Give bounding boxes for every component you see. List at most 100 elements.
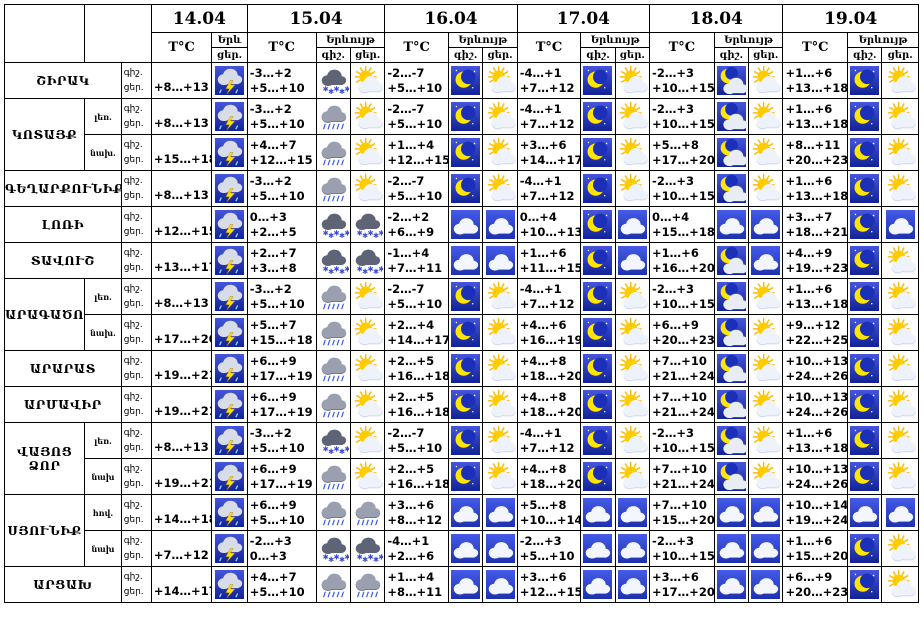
night-weather-icon [847, 170, 883, 207]
day-temp: +5…+10 [249, 440, 305, 455]
svg-text:✱: ✱ [373, 231, 379, 239]
day-temp: +13…+18 [785, 188, 848, 203]
night-weather-icon [713, 98, 750, 135]
svg-text:✱: ✱ [322, 228, 328, 237]
temp-range: +2…+7 +3…+8 [246, 242, 317, 279]
svg-text:✱: ✱ [333, 552, 339, 561]
day-weather-icon [748, 350, 784, 387]
day-temp: +24…+26 [785, 404, 848, 419]
day-temp: +18…+21 [785, 224, 848, 239]
day-weather-icon [748, 422, 784, 459]
night-temp: -2…+3 [652, 65, 694, 80]
temp-range: -2…+3 +10…+15 [649, 170, 715, 207]
night-temp: +5…+7 [249, 317, 297, 332]
night-weather-icon [580, 422, 616, 459]
day-temp: +12…+15 [150, 206, 213, 243]
night-weather-icon [847, 62, 883, 99]
temp-header: T°C [782, 32, 849, 63]
day-temp: +8…+12 [387, 512, 443, 527]
day-weather-icon [349, 422, 386, 459]
night-temp: -4…+1 [519, 173, 562, 188]
day-temp: +17…+20 [652, 584, 715, 599]
day-temp: +19…+21 [150, 350, 213, 387]
night-day-label: գիշ. ցեր. [120, 386, 152, 423]
day-weather-icon [748, 134, 784, 171]
day-weather-icon [881, 530, 919, 567]
weather-icon [211, 458, 248, 495]
weather-icon [211, 278, 248, 315]
night-temp: -4…+1 [519, 425, 562, 440]
night-temp: +1…+6 [785, 101, 833, 116]
day-weather-icon [614, 278, 651, 315]
day-temp: +5…+10 [387, 116, 443, 131]
day-weather-icon [482, 206, 518, 243]
temp-range: +6…+9 +17…+19 [246, 458, 317, 495]
night-header: գիշ. [315, 47, 351, 63]
temp-range: +2…+4 +14…+17 [384, 314, 449, 351]
day-weather-icon [349, 458, 386, 495]
table-header: 14.04 15.04 16.04 17.04 18.04 19.04 T°C Երև T°C Ե… [3, 4, 919, 63]
night-temp: 0…+4 [652, 209, 690, 224]
temp-range: +1…+6 +16…+20 [649, 242, 715, 279]
temp-range: +6…+9 +17…+19 [246, 350, 317, 387]
weather-header: Երև [211, 32, 248, 48]
night-temp: +10…+13 [785, 389, 848, 404]
temp-range: +6…+9 +5…+10 [246, 494, 317, 531]
temp-range: +2…+5 +16…+18 [384, 458, 449, 495]
svg-text:✱: ✱ [333, 228, 339, 237]
temp-range: +4…+6 +16…+19 [516, 314, 582, 351]
night-temp: +2…+5 [387, 353, 435, 368]
day-weather-icon [614, 422, 651, 459]
day-temp: +10…+15 [652, 116, 715, 131]
day-temp: +12…+15 [249, 152, 313, 167]
day-weather-icon [349, 314, 386, 351]
day-weather-icon [614, 206, 651, 243]
night-day-label: գիշ. ցեր. [120, 278, 152, 315]
night-weather-icon: ✱✱✱✱✱ [315, 206, 351, 243]
night-temp: -3…+2 [249, 173, 292, 188]
day-temp: +17…+19 [249, 368, 313, 383]
day-weather-icon [614, 242, 651, 279]
night-weather-icon [447, 170, 484, 207]
day-temp: +8…+13 [150, 98, 213, 135]
day-weather-icon [748, 62, 784, 99]
night-temp: +7…+10 [652, 389, 707, 404]
day-weather-icon [614, 134, 651, 171]
day-weather-icon [614, 98, 651, 135]
region-name: ԼՈՌԻ [4, 206, 122, 243]
day-temp: +10…+15 [652, 296, 715, 311]
day-temp: +5…+10 [387, 80, 443, 95]
night-temp: +10…+13 [785, 461, 848, 476]
temp-header: T°C [384, 32, 449, 63]
svg-text:✱: ✱ [339, 555, 345, 563]
temp-range: +5…+8 +17…+20 [649, 134, 715, 171]
night-weather-icon [447, 386, 484, 423]
day-header: ցեր. [482, 47, 518, 63]
temp-range: -2…-7 +5…+10 [384, 98, 449, 135]
svg-text:✱: ✱ [379, 228, 384, 237]
day-weather-icon [881, 206, 919, 243]
night-temp: +2…+5 [387, 389, 435, 404]
night-temp: +1…+6 [519, 245, 567, 260]
temp-range: +3…+6 +17…+20 [649, 566, 715, 603]
day-weather-icon [881, 62, 919, 99]
night-weather-icon [447, 242, 484, 279]
date-header: 16.04 [384, 4, 518, 33]
day-temp: +22…+25 [785, 332, 848, 347]
region-name: ԳԵՂԱՐՔՈՒՆԻՔ [4, 170, 122, 207]
night-weather-icon: ✱✱✱✱✱ [315, 62, 351, 99]
weather-icon [211, 242, 248, 279]
temp-range: +1…+4 +12…+15 [384, 134, 449, 171]
subregion-label: նախ [84, 530, 122, 567]
svg-text:✱: ✱ [357, 264, 363, 273]
day-temp: +5…+10 [387, 440, 443, 455]
weather-icon [211, 530, 248, 567]
night-temp: +7…+10 [652, 497, 707, 512]
night-weather-icon [713, 566, 750, 603]
night-temp: -2…+3 [519, 533, 562, 548]
night-temp: +4…+8 [519, 389, 567, 404]
temp-range: +7…+10 +21…+24 [649, 350, 715, 387]
day-temp: +5…+10 [249, 512, 305, 527]
temp-range: +10…+14 +19…+24 [782, 494, 849, 531]
temp-range: +3…+6 +12…+15 [516, 566, 582, 603]
